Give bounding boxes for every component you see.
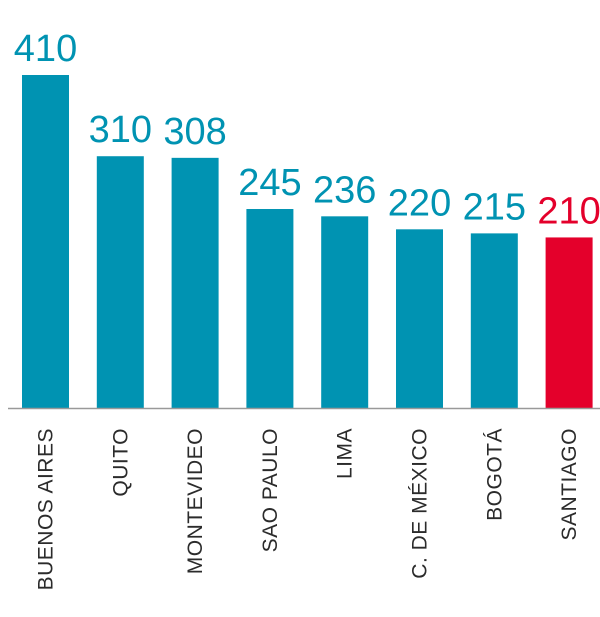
category-label-buenos-aires: BUENOS AIRES (35, 428, 58, 590)
bar-bogota (470, 233, 518, 408)
bar-santiago (545, 237, 593, 408)
bar-sao-paulo (246, 209, 294, 408)
category-label-bogota: BOGOTÁ (483, 428, 506, 521)
category-label-quito: QUITO (109, 428, 132, 497)
value-labels-group: 410 310 308 245 236 220 215 210 (14, 28, 600, 232)
category-label-montevideo: MONTEVIDEO (184, 428, 207, 574)
value-label-c-de-mexico: 220 (388, 182, 451, 224)
category-label-santiago: SANTIAGO (558, 428, 581, 541)
value-label-montevideo: 308 (163, 111, 226, 153)
bar-montevideo (171, 157, 219, 408)
value-label-santiago: 210 (537, 190, 600, 232)
value-label-lima: 236 (313, 169, 376, 211)
value-label-sao-paulo: 245 (238, 162, 301, 204)
bar-quito (96, 156, 144, 408)
category-labels-group: BUENOS AIRES QUITO MONTEVIDEO SAO PAULO LIMA… (35, 428, 582, 590)
category-label-lima: LIMA (334, 428, 357, 479)
category-label-sao-paulo: SAO PAULO (259, 428, 282, 552)
bar-buenos-aires (22, 75, 69, 408)
bar-lima (321, 216, 369, 408)
bars-group (22, 75, 593, 408)
value-label-buenos-aires: 410 (14, 28, 77, 70)
value-label-quito: 310 (89, 109, 152, 151)
value-label-bogota: 215 (463, 186, 526, 228)
bar-c-de-mexico (396, 229, 443, 408)
category-label-c-de-mexico: C. DE MÉXICO (409, 428, 432, 579)
